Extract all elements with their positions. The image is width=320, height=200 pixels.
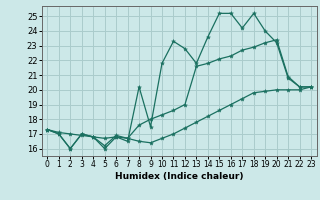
X-axis label: Humidex (Indice chaleur): Humidex (Indice chaleur): [115, 172, 244, 181]
